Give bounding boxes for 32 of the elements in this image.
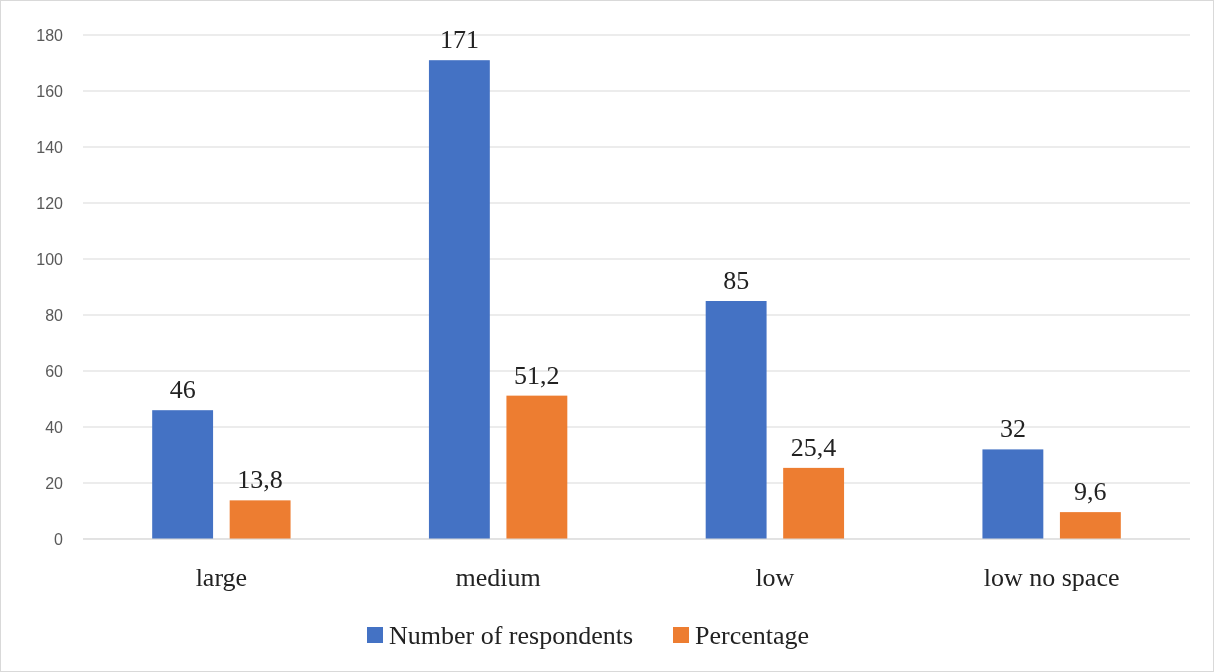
- bar: [152, 410, 214, 539]
- data-label: 85: [723, 266, 750, 295]
- x-tick-label: medium: [455, 563, 541, 592]
- y-tick-label: 180: [36, 26, 64, 44]
- bar: [1059, 512, 1121, 539]
- y-tick-label: 40: [45, 418, 64, 436]
- data-label: 13,8: [237, 465, 283, 495]
- data-label: 171: [439, 25, 479, 55]
- data-label: 9,6: [1074, 477, 1107, 507]
- data-label: 32: [999, 414, 1026, 444]
- bar: [982, 449, 1044, 539]
- data-label: 51,2: [514, 360, 560, 390]
- bar: [783, 467, 845, 539]
- bar: [428, 60, 490, 539]
- data-label: 46: [169, 375, 196, 405]
- y-tick-label: 160: [36, 82, 64, 100]
- y-tick-label: 20: [45, 474, 64, 492]
- y-tick-label: 0: [54, 530, 64, 548]
- y-tick-label: 100: [36, 250, 64, 268]
- data-label: 25,4: [790, 432, 837, 462]
- bar: [705, 301, 767, 539]
- bar: [506, 395, 568, 539]
- x-tick-label: low no space: [983, 563, 1120, 592]
- bar: [229, 500, 291, 539]
- y-tick-label: 60: [45, 362, 64, 380]
- x-tick-label: low: [755, 563, 795, 592]
- y-tick-label: 120: [36, 194, 64, 212]
- legend-label: Number of respondents: [389, 621, 634, 650]
- x-tick-label: large: [195, 563, 248, 592]
- legend-label: Percentage: [695, 621, 810, 650]
- y-tick-label: 80: [45, 306, 64, 324]
- y-tick-label: 140: [36, 138, 64, 156]
